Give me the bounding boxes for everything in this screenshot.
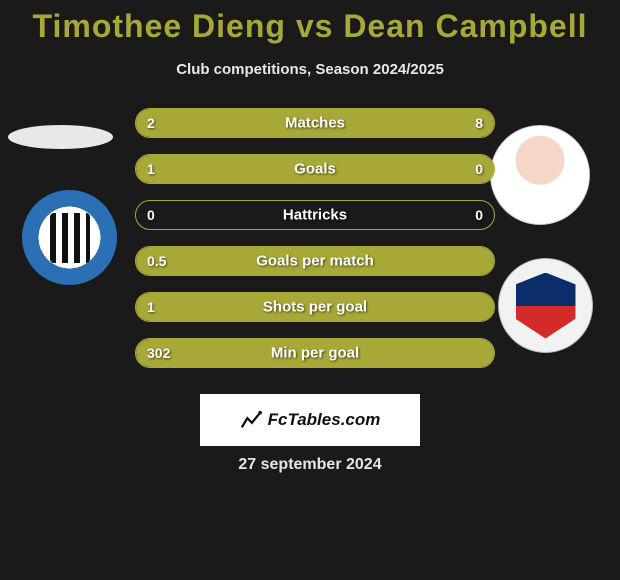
footer-brand-box: FcTables.com [200, 394, 420, 446]
fctables-icon [240, 409, 262, 431]
stat-label: Goals per match [256, 253, 374, 270]
stat-value-left: 1 [147, 299, 155, 315]
stat-row: Matches 2 8 [135, 108, 495, 138]
stat-value-left: 0 [147, 207, 155, 223]
stat-row: Hattricks 0 0 [135, 200, 495, 230]
stats-area: Matches 2 8 Goals 1 0 Hattricks 0 0 Goals per mat… [0, 108, 620, 378]
date-text: 27 september 2024 [0, 456, 620, 474]
stat-value-left: 0.5 [147, 253, 166, 269]
page-title: Timothee Dieng vs Dean Campbell [0, 0, 620, 45]
stat-value-right: 0 [475, 161, 483, 177]
stat-row: Goals per match 0.5 [135, 246, 495, 276]
stat-label: Min per goal [271, 345, 359, 362]
stat-row: Goals 1 0 [135, 154, 495, 184]
stat-value-left: 302 [147, 345, 170, 361]
stat-label: Goals [294, 161, 336, 178]
stat-row: Shots per goal 1 [135, 292, 495, 322]
stat-value-right: 8 [475, 115, 483, 131]
stat-label: Hattricks [283, 207, 347, 224]
stat-label: Shots per goal [263, 299, 367, 316]
stat-value-left: 2 [147, 115, 155, 131]
stat-value-right: 0 [475, 207, 483, 223]
stat-label: Matches [285, 115, 345, 132]
footer-brand-text: FcTables.com [268, 410, 381, 430]
stat-value-left: 1 [147, 161, 155, 177]
stat-row: Min per goal 302 [135, 338, 495, 368]
subtitle: Club competitions, Season 2024/2025 [0, 61, 620, 78]
stat-bar-right-fill [208, 109, 494, 137]
